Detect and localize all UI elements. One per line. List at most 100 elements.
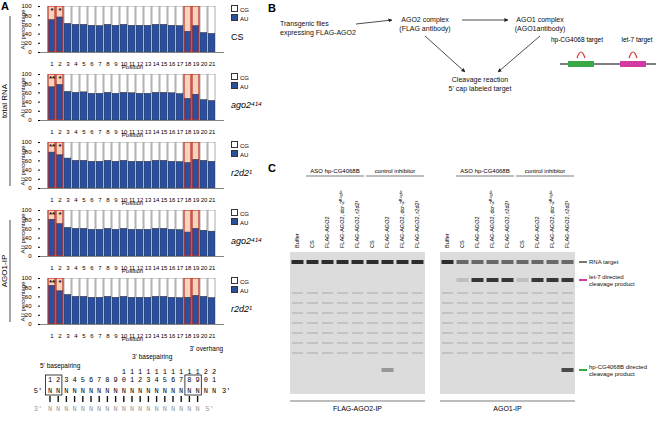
svg-text:N: N	[64, 405, 68, 413]
svg-text:8: 8	[106, 333, 110, 339]
svg-text:N: N	[113, 387, 117, 395]
svg-text:AGO1 complex: AGO1 complex	[516, 16, 564, 24]
svg-text:N: N	[163, 405, 167, 413]
svg-text:2: 2	[56, 376, 60, 384]
svg-text:N: N	[81, 387, 85, 395]
svg-text:*: *	[50, 6, 54, 15]
svg-text:9: 9	[114, 61, 118, 67]
svg-text:CS: CS	[309, 240, 315, 248]
svg-text:5: 5	[82, 333, 86, 339]
svg-text:1: 1	[146, 368, 150, 376]
svg-text:19: 19	[193, 61, 200, 67]
svg-text:AU percentage: AU percentage	[20, 145, 26, 186]
svg-text:cleavage product: cleavage product	[589, 371, 635, 377]
svg-text:FLAG-AGO2, r2d2¹: FLAG-AGO2, r2d2¹	[354, 200, 360, 248]
svg-text:14: 14	[153, 129, 160, 135]
svg-text:17: 17	[177, 333, 184, 339]
svg-text:16: 16	[169, 129, 176, 135]
svg-text:N: N	[113, 405, 117, 413]
svg-text:13: 13	[145, 197, 152, 203]
svg-text:9: 9	[114, 197, 118, 203]
svg-text:16: 16	[169, 265, 176, 271]
svg-text:80: 80	[25, 285, 32, 291]
svg-text:A: A	[1, 0, 9, 12]
svg-text:40: 40	[25, 235, 32, 241]
svg-text:18: 18	[185, 265, 192, 271]
svg-text:1: 1	[50, 197, 54, 203]
svg-text:4: 4	[154, 376, 158, 384]
svg-text:0: 0	[28, 117, 32, 123]
svg-text:1: 1	[171, 368, 175, 376]
svg-text:100: 100	[21, 207, 32, 213]
svg-text:1: 1	[122, 368, 126, 376]
svg-text:N: N	[122, 387, 126, 395]
svg-text:5': 5'	[206, 405, 214, 413]
svg-text:8: 8	[106, 265, 110, 271]
svg-text:**: **	[49, 210, 56, 219]
svg-text:17: 17	[177, 197, 184, 203]
svg-text:N: N	[89, 405, 93, 413]
svg-text:N: N	[138, 387, 142, 395]
svg-text:control inhibitor: control inhibitor	[375, 168, 416, 174]
svg-text:17: 17	[177, 61, 184, 67]
svg-text:C: C	[268, 162, 276, 174]
svg-text:20: 20	[201, 197, 208, 203]
svg-text:ASO hp-CG4068B: ASO hp-CG4068B	[310, 168, 359, 174]
svg-text:N: N	[154, 405, 158, 413]
svg-text:N: N	[122, 405, 126, 413]
svg-text:3': 3'	[222, 387, 230, 395]
svg-text:AU percentage: AU percentage	[20, 9, 26, 50]
svg-text:RNA target: RNA target	[589, 259, 619, 265]
svg-text:4: 4	[74, 197, 78, 203]
svg-text:21: 21	[209, 129, 216, 135]
svg-text:9: 9	[114, 265, 118, 271]
svg-text:3' overhang: 3' overhang	[189, 345, 223, 353]
svg-text:1: 1	[179, 368, 183, 376]
svg-text:5: 5	[81, 376, 85, 384]
svg-text:2: 2	[212, 368, 216, 376]
svg-text:80: 80	[25, 217, 32, 223]
svg-text:15: 15	[161, 265, 168, 271]
svg-text:40: 40	[25, 31, 32, 37]
svg-text:FLAG-AGO2, r2d2¹: FLAG-AGO2, r2d2¹	[414, 200, 420, 248]
svg-text:16: 16	[169, 197, 176, 203]
svg-text:6: 6	[90, 197, 94, 203]
svg-text:4: 4	[74, 129, 78, 135]
svg-text:15: 15	[161, 333, 168, 339]
svg-text:N: N	[56, 405, 60, 413]
svg-text:6: 6	[90, 129, 94, 135]
svg-text:9: 9	[113, 376, 117, 384]
svg-text:60: 60	[25, 22, 32, 28]
svg-text:AGO1-IP: AGO1-IP	[0, 255, 9, 287]
svg-text:FLAG-AGO2, r2d2¹: FLAG-AGO2, r2d2¹	[504, 200, 510, 248]
svg-text:16: 16	[169, 333, 176, 339]
svg-text:let-7 target: let-7 target	[621, 36, 652, 44]
svg-text:15: 15	[161, 129, 168, 135]
svg-text:*: *	[58, 278, 62, 287]
svg-text:5' basepairing: 5' basepairing	[40, 362, 81, 370]
svg-text:21: 21	[209, 197, 216, 203]
svg-text:1: 1	[48, 376, 52, 384]
svg-text:6: 6	[90, 265, 94, 271]
svg-text:8: 8	[105, 376, 109, 384]
svg-text:hp-CG4068 target: hp-CG4068 target	[551, 36, 603, 44]
svg-text:CS: CS	[459, 240, 465, 248]
svg-text:FLAG-AGO2, dcr-2ᴿ⁴¹⁶ˣ: FLAG-AGO2, dcr-2ᴿ⁴¹⁶ˣ	[549, 190, 555, 248]
svg-text:B: B	[268, 2, 276, 14]
svg-text:N: N	[72, 405, 76, 413]
svg-text:N: N	[212, 387, 216, 395]
svg-text:7: 7	[98, 265, 102, 271]
svg-text:100: 100	[21, 3, 32, 9]
svg-text:6: 6	[90, 333, 94, 339]
svg-text:18: 18	[185, 333, 192, 339]
svg-text:4: 4	[74, 265, 78, 271]
svg-text:let-7 directed: let-7 directed	[589, 274, 624, 280]
svg-text:Position: Position	[122, 200, 143, 206]
svg-text:1: 1	[50, 333, 54, 339]
svg-text:AU percentage: AU percentage	[20, 281, 26, 322]
svg-text:Position: Position	[122, 268, 143, 274]
svg-text:3: 3	[64, 376, 68, 384]
svg-text:80: 80	[25, 149, 32, 155]
svg-text:7: 7	[98, 129, 102, 135]
svg-text:CS: CS	[519, 240, 525, 248]
